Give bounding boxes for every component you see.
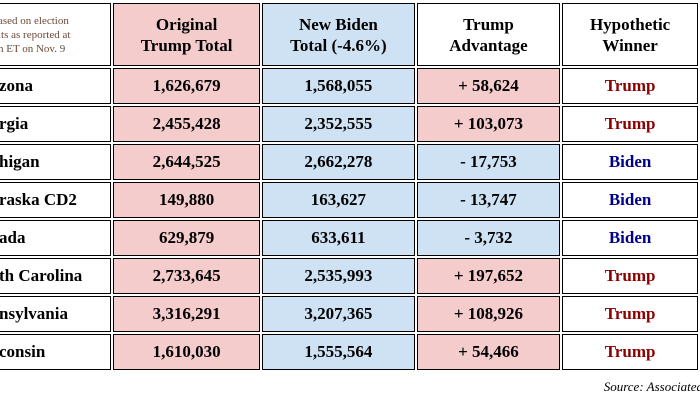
column-header-hypothetical-winner: Hypothetic Winner bbox=[562, 3, 698, 66]
note-line: n ET on Nov. 9 bbox=[0, 42, 66, 55]
advantage-cell: - 17,753 bbox=[416, 144, 561, 180]
advantage-cell: + 108,926 bbox=[416, 296, 561, 332]
winner-cell: Trump bbox=[562, 258, 698, 294]
advantage-cell: - 13,747 bbox=[416, 182, 561, 218]
biden-total-cell: 2,352,555 bbox=[262, 106, 415, 142]
state-cell: ada bbox=[0, 220, 112, 256]
table-row: consin 1,610,030 1,555,564 + 54,466 Trum… bbox=[0, 334, 698, 370]
state-cell: raska CD2 bbox=[0, 182, 112, 218]
advantage-cell: + 58,624 bbox=[416, 68, 561, 104]
trump-total-cell: 629,879 bbox=[113, 220, 261, 256]
column-header-new-biden-total: New Biden Total (-4.6%) bbox=[262, 3, 415, 66]
state-cell: higan bbox=[0, 144, 112, 180]
trump-total-cell: 2,644,525 bbox=[113, 144, 261, 180]
winner-cell: Biden bbox=[562, 182, 698, 218]
winner-cell: Biden bbox=[562, 144, 698, 180]
table-row: higan 2,644,525 2,662,278 - 17,753 Biden bbox=[0, 144, 698, 180]
trump-total-cell: 149,880 bbox=[113, 182, 261, 218]
table-row: rgia 2,455,428 2,352,555 + 103,073 Trump bbox=[0, 106, 698, 142]
election-results-table: ased on election lts as reported at n ET… bbox=[0, 1, 700, 372]
advantage-cell: + 197,652 bbox=[416, 258, 561, 294]
header-note-cell: ased on election lts as reported at n ET… bbox=[0, 3, 112, 66]
note-line: ased on election bbox=[0, 14, 69, 27]
biden-total-cell: 1,568,055 bbox=[262, 68, 415, 104]
biden-total-cell: 2,662,278 bbox=[262, 144, 415, 180]
winner-cell: Trump bbox=[562, 296, 698, 332]
table-row: th Carolina 2,733,645 2,535,993 + 197,65… bbox=[0, 258, 698, 294]
trump-total-cell: 2,455,428 bbox=[113, 106, 261, 142]
table-row: ada 629,879 633,611 - 3,732 Biden bbox=[0, 220, 698, 256]
advantage-cell: - 3,732 bbox=[416, 220, 561, 256]
state-cell: zona bbox=[0, 68, 112, 104]
trump-total-cell: 1,610,030 bbox=[113, 334, 261, 370]
winner-cell: Trump bbox=[562, 106, 698, 142]
table-row: nsylvania 3,316,291 3,207,365 + 108,926 … bbox=[0, 296, 698, 332]
winner-cell: Trump bbox=[562, 68, 698, 104]
biden-total-cell: 3,207,365 bbox=[262, 296, 415, 332]
state-cell: nsylvania bbox=[0, 296, 112, 332]
table-row: zona 1,626,679 1,568,055 + 58,624 Trump bbox=[0, 68, 698, 104]
biden-total-cell: 633,611 bbox=[262, 220, 415, 256]
note-line: lts as reported at bbox=[0, 28, 71, 41]
table-row: raska CD2 149,880 163,627 - 13,747 Biden bbox=[0, 182, 698, 218]
trump-total-cell: 3,316,291 bbox=[113, 296, 261, 332]
state-cell: th Carolina bbox=[0, 258, 112, 294]
biden-total-cell: 163,627 bbox=[262, 182, 415, 218]
advantage-cell: + 54,466 bbox=[416, 334, 561, 370]
advantage-cell: + 103,073 bbox=[416, 106, 561, 142]
state-cell: consin bbox=[0, 334, 112, 370]
column-header-trump-advantage: Trump Advantage bbox=[416, 3, 561, 66]
winner-cell: Biden bbox=[562, 220, 698, 256]
biden-total-cell: 1,555,564 bbox=[262, 334, 415, 370]
column-header-original-trump-total: Original Trump Total bbox=[113, 3, 261, 66]
trump-total-cell: 2,733,645 bbox=[113, 258, 261, 294]
biden-total-cell: 2,535,993 bbox=[262, 258, 415, 294]
trump-total-cell: 1,626,679 bbox=[113, 68, 261, 104]
header-row: ased on election lts as reported at n ET… bbox=[0, 3, 698, 66]
winner-cell: Trump bbox=[562, 334, 698, 370]
state-cell: rgia bbox=[0, 106, 112, 142]
source-note: Source: Associated bbox=[603, 379, 700, 394]
